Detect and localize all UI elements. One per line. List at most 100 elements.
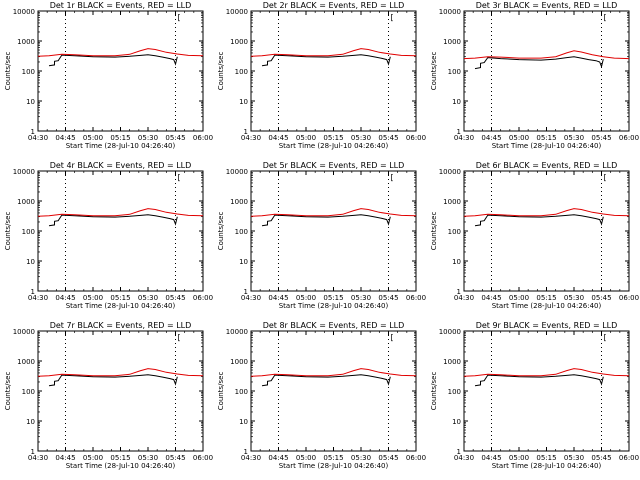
y-axis-label: Counts/sec bbox=[217, 52, 225, 91]
x-tick-label: 05:30 bbox=[351, 294, 371, 302]
y-tick-label: 10 bbox=[452, 258, 461, 266]
x-tick-label: 06:00 bbox=[406, 294, 426, 302]
detector-panel: Det 1r BLACK = Events, RED = LLD 1 10 100 10… bbox=[4, 1, 213, 150]
chart-title: Det 3r BLACK = Events, RED = LLD bbox=[476, 1, 618, 10]
chart-title: Det 1r BLACK = Events, RED = LLD bbox=[50, 1, 192, 10]
detector-panel: Det 5r BLACK = Events, RED = LLD 1 10 100 10… bbox=[217, 161, 426, 310]
detector-panel: Det 9r BLACK = Events, RED = LLD 1 10 100 10… bbox=[430, 321, 639, 470]
x-axis-label: Start Time (28-Jul-10 04:26:40) bbox=[492, 302, 602, 310]
plot-frame bbox=[37, 330, 204, 452]
x-tick-label: 05:45 bbox=[378, 134, 398, 142]
y-tick-label: 10 bbox=[26, 258, 35, 266]
x-tick-label: 05:00 bbox=[83, 134, 103, 142]
y-tick-label: 10000 bbox=[226, 328, 248, 336]
x-tick-label: 04:30 bbox=[241, 134, 261, 142]
events-series-line bbox=[48, 214, 178, 227]
x-tick-label: 05:45 bbox=[591, 294, 611, 302]
y-tick-label: 1 bbox=[244, 448, 248, 456]
events-series-line bbox=[261, 374, 391, 387]
x-tick-label: 05:00 bbox=[296, 454, 316, 462]
y-axis-label: Counts/sec bbox=[217, 212, 225, 251]
events-series-line bbox=[474, 214, 604, 227]
y-tick-label: 10 bbox=[239, 418, 248, 426]
y-tick-label: 100 bbox=[22, 388, 35, 396]
y-tick-label: 10000 bbox=[439, 8, 461, 16]
y-tick-label: 10000 bbox=[226, 168, 248, 176]
x-tick-label: 05:15 bbox=[323, 454, 343, 462]
lld-series-line bbox=[37, 208, 204, 217]
y-tick-label: 1 bbox=[31, 448, 35, 456]
lld-series-line bbox=[37, 368, 204, 377]
chart-title: Det 7r BLACK = Events, RED = LLD bbox=[50, 321, 192, 330]
x-tick-label: 05:45 bbox=[591, 134, 611, 142]
y-axis-label: Counts/sec bbox=[4, 52, 12, 91]
x-tick-label: 04:45 bbox=[481, 294, 501, 302]
x-axis-label: Start Time (28-Jul-10 04:26:40) bbox=[279, 462, 389, 470]
x-tick-label: 06:00 bbox=[406, 454, 426, 462]
x-tick-label: 05:00 bbox=[509, 294, 529, 302]
plot-frame bbox=[463, 10, 630, 132]
x-tick-label: 06:00 bbox=[193, 134, 213, 142]
x-tick-label: 06:00 bbox=[193, 454, 213, 462]
x-tick-label: 06:00 bbox=[619, 134, 639, 142]
marker-glyph: [ bbox=[178, 333, 181, 342]
y-tick-label: 100 bbox=[448, 68, 461, 76]
x-tick-label: 05:00 bbox=[83, 454, 103, 462]
y-tick-label: 100 bbox=[22, 68, 35, 76]
x-axis-label: Start Time (28-Jul-10 04:26:40) bbox=[279, 302, 389, 310]
x-tick-label: 05:15 bbox=[536, 294, 556, 302]
x-tick-label: 05:00 bbox=[83, 294, 103, 302]
x-tick-label: 04:30 bbox=[454, 134, 474, 142]
chart-title: Det 4r BLACK = Events, RED = LLD bbox=[50, 161, 192, 170]
x-tick-label: 05:45 bbox=[165, 134, 185, 142]
chart-title: Det 8r BLACK = Events, RED = LLD bbox=[263, 321, 405, 330]
y-axis-label: Counts/sec bbox=[430, 212, 438, 251]
lld-series-line bbox=[463, 50, 630, 60]
x-tick-label: 05:30 bbox=[351, 134, 371, 142]
plot-frame bbox=[463, 330, 630, 452]
y-tick-label: 1 bbox=[244, 128, 248, 136]
x-axis-label: Start Time (28-Jul-10 04:26:40) bbox=[492, 462, 602, 470]
marker-glyph: [ bbox=[604, 173, 607, 182]
detector-panel: Det 8r BLACK = Events, RED = LLD 1 10 100 10… bbox=[217, 321, 426, 470]
marker-glyph: [ bbox=[391, 173, 394, 182]
x-tick-label: 04:30 bbox=[241, 294, 261, 302]
y-axis-label: Counts/sec bbox=[4, 372, 12, 411]
y-tick-label: 1000 bbox=[17, 38, 35, 46]
x-axis-label: Start Time (28-Jul-10 04:26:40) bbox=[492, 142, 602, 150]
y-tick-label: 1 bbox=[244, 288, 248, 296]
y-tick-label: 100 bbox=[235, 68, 248, 76]
x-tick-label: 05:00 bbox=[509, 454, 529, 462]
x-tick-label: 05:15 bbox=[536, 134, 556, 142]
marker-glyph: [ bbox=[391, 333, 394, 342]
y-tick-label: 10 bbox=[452, 418, 461, 426]
lld-series-line bbox=[250, 208, 417, 217]
y-tick-label: 1 bbox=[457, 288, 461, 296]
x-tick-label: 05:00 bbox=[509, 134, 529, 142]
x-tick-label: 06:00 bbox=[406, 134, 426, 142]
x-tick-label: 06:00 bbox=[619, 294, 639, 302]
x-tick-label: 05:45 bbox=[378, 294, 398, 302]
y-tick-label: 1 bbox=[31, 288, 35, 296]
x-tick-label: 05:30 bbox=[351, 454, 371, 462]
x-tick-label: 05:45 bbox=[591, 454, 611, 462]
events-series-line bbox=[261, 214, 391, 227]
marker-glyph: [ bbox=[604, 333, 607, 342]
y-tick-label: 10 bbox=[239, 258, 248, 266]
plot-frame bbox=[463, 170, 630, 292]
chart-title: Det 9r BLACK = Events, RED = LLD bbox=[476, 321, 618, 330]
y-tick-label: 100 bbox=[448, 228, 461, 236]
lld-series-line bbox=[463, 208, 630, 217]
plot-frame bbox=[37, 10, 204, 132]
y-tick-label: 10 bbox=[239, 98, 248, 106]
x-tick-label: 05:15 bbox=[110, 454, 130, 462]
y-tick-label: 10000 bbox=[226, 8, 248, 16]
x-axis-label: Start Time (28-Jul-10 04:26:40) bbox=[66, 142, 176, 150]
plot-frame bbox=[37, 170, 204, 292]
y-tick-label: 1000 bbox=[230, 198, 248, 206]
x-tick-label: 04:45 bbox=[481, 454, 501, 462]
y-tick-label: 1 bbox=[457, 448, 461, 456]
detector-panel: Det 2r BLACK = Events, RED = LLD 1 10 100 10… bbox=[217, 1, 426, 150]
y-tick-label: 1000 bbox=[230, 358, 248, 366]
plot-frame bbox=[250, 330, 417, 452]
